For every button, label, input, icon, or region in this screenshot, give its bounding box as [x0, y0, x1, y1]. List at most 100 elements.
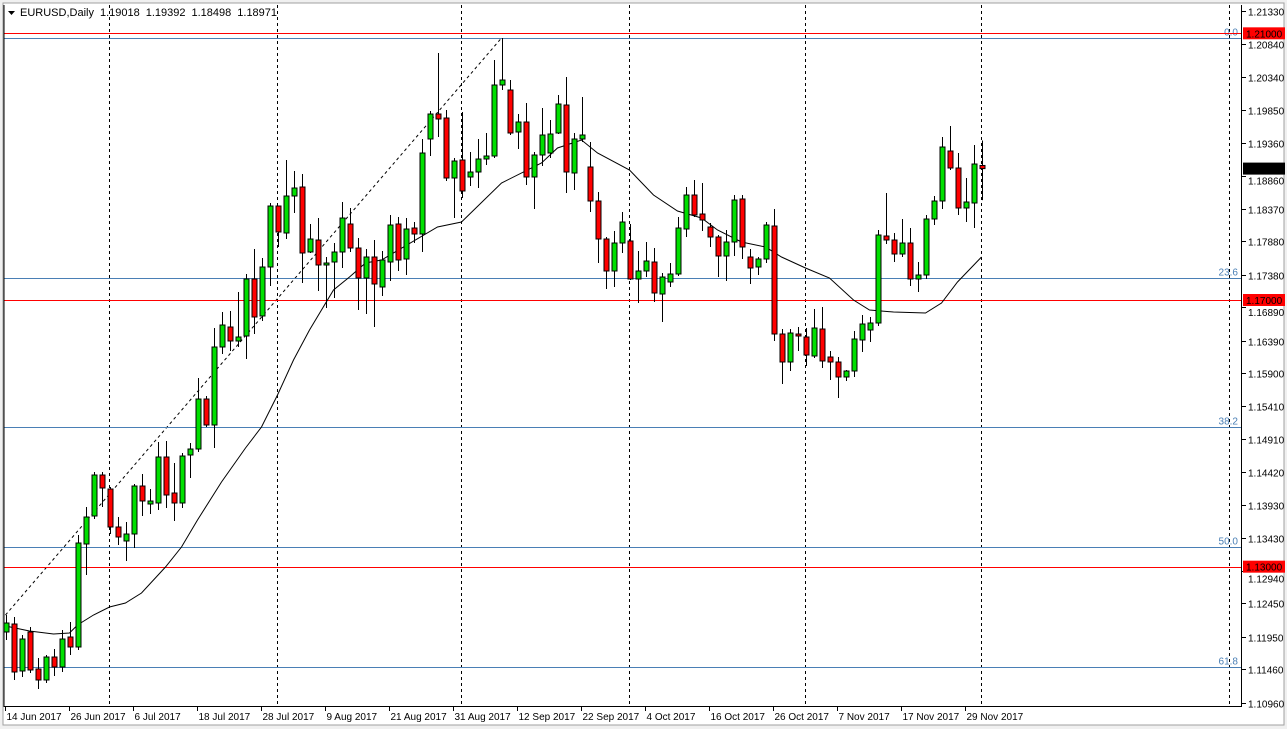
triangle-down-icon[interactable] — [8, 11, 15, 15]
bullish-candle-body — [195, 398, 202, 450]
level-price-marker-label: 1.13000 — [1246, 563, 1283, 574]
candle — [43, 655, 50, 683]
candle — [227, 311, 234, 351]
bullish-candle-body — [451, 160, 458, 179]
bearish-candle-body — [27, 631, 34, 671]
bullish-candle-body — [787, 332, 794, 363]
bearish-candle-body — [691, 194, 698, 216]
candle — [699, 183, 706, 231]
horizontal-levels[interactable] — [4, 33, 1241, 568]
bearish-candle-body — [139, 485, 146, 502]
time-tick-label: 18 Jul 2017 — [199, 712, 251, 723]
time-tick-label: 16 Oct 2017 — [711, 712, 766, 723]
fib-level-label: 38.2 — [1219, 417, 1239, 428]
candle — [475, 139, 482, 188]
price-tick-label: 1.18370 — [1248, 206, 1285, 217]
candle — [91, 472, 98, 519]
candle — [443, 110, 450, 181]
bearish-candle-body — [107, 488, 114, 528]
candle — [515, 114, 522, 149]
candle — [523, 103, 530, 185]
price-axis[interactable]: 1.21330 1.20840 1.20340 1.19850 1.19360 1.188… — [1242, 8, 1285, 711]
price-tick-label: 1.11460 — [1248, 666, 1284, 677]
bullish-candle-body — [683, 194, 690, 230]
candle — [235, 292, 242, 347]
candle — [963, 178, 970, 222]
price-tick-label: 1.19850 — [1248, 107, 1285, 118]
symbol-timeframe: EURUSD,Daily — [20, 7, 94, 19]
candle — [555, 95, 562, 134]
bearish-candle-body — [707, 226, 714, 238]
candle — [27, 627, 34, 673]
candle — [83, 507, 90, 575]
bullish-candle-body — [859, 323, 866, 341]
candle — [139, 474, 146, 516]
moving-average-line — [5, 139, 982, 635]
time-tick-label: 17 Nov 2017 — [903, 712, 960, 723]
bullish-candle-body — [675, 227, 682, 275]
candle — [67, 622, 74, 655]
header-high: 1.19392 — [146, 7, 186, 19]
bullish-candle-body — [923, 218, 930, 276]
price-tick-label: 1.14910 — [1248, 436, 1285, 447]
candle — [307, 224, 314, 253]
candle — [547, 120, 554, 158]
price-tick-label: 1.16890 — [1248, 308, 1285, 319]
bullish-candle-body — [427, 113, 434, 140]
candle — [35, 658, 42, 689]
bearish-candle-body — [171, 492, 178, 504]
price-tick-label: 1.20840 — [1248, 41, 1285, 52]
level-price-marker-label: 1.21000 — [1246, 29, 1283, 40]
candle — [123, 522, 130, 561]
bullish-candle-body — [147, 500, 154, 505]
bullish-candle-body — [43, 656, 50, 681]
time-tick-label: 26 Jun 2017 — [71, 712, 126, 723]
current-price-marker — [1243, 162, 1285, 175]
candle — [603, 237, 610, 289]
bullish-candle-body — [811, 327, 818, 357]
bearish-candle-body — [715, 236, 722, 257]
bearish-candle-body — [739, 198, 746, 248]
price-tick-label: 1.15900 — [1248, 370, 1285, 381]
candle — [259, 258, 266, 321]
bullish-candle-body — [499, 79, 506, 86]
header-low: 1.18498 — [192, 7, 232, 19]
candle — [171, 463, 178, 521]
bullish-candle-body — [403, 228, 410, 260]
fib-level-label: 61.8 — [1219, 657, 1239, 668]
candle — [675, 217, 682, 276]
time-tick-label: 4 Oct 2017 — [647, 712, 696, 723]
bearish-candle-body — [651, 261, 658, 294]
candle — [907, 228, 914, 286]
bearish-candle-body — [371, 256, 378, 285]
candle — [107, 487, 114, 534]
level-price-marker — [1243, 560, 1285, 573]
time-tick-label: 14 Jun 2017 — [7, 712, 62, 723]
candle — [75, 535, 82, 650]
candle — [587, 142, 594, 212]
bullish-candle-body — [915, 274, 922, 280]
candle — [131, 484, 138, 548]
candle — [803, 328, 810, 366]
bullish-candle-body — [731, 199, 738, 243]
candle — [715, 235, 722, 277]
bearish-candle-body — [315, 239, 322, 266]
candle — [563, 77, 570, 193]
candle — [571, 133, 578, 190]
bearish-candle-body — [779, 333, 786, 363]
candle — [851, 331, 858, 377]
candle — [707, 223, 714, 247]
time-axis[interactable]: 14 Jun 2017 26 Jun 2017 6 Jul 2017 18 Jul 2… — [5, 706, 1024, 723]
bullish-candle-body — [531, 154, 538, 178]
candle — [435, 53, 442, 137]
bearish-candle-body — [443, 117, 450, 179]
bullish-candle-body — [619, 221, 626, 244]
candle — [99, 472, 106, 507]
candle — [403, 218, 410, 275]
bearish-candle-body — [603, 238, 610, 272]
fib-level-label: 50.0 — [1219, 537, 1239, 548]
candle — [843, 370, 850, 381]
candle — [875, 230, 882, 326]
bearish-candle-body — [595, 200, 602, 240]
